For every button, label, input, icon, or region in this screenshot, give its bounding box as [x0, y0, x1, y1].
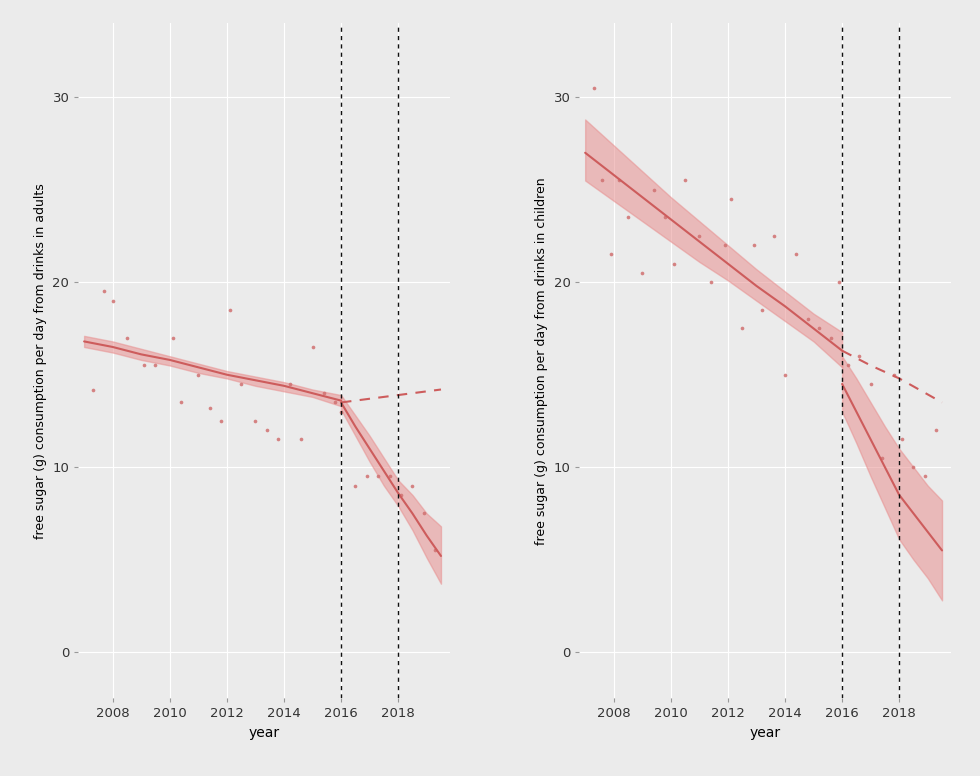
Point	[221, 303, 237, 316]
Point	[259, 424, 274, 436]
Point	[136, 359, 152, 372]
Point	[393, 489, 409, 501]
Point	[734, 322, 750, 334]
Point	[120, 331, 135, 344]
Point	[96, 286, 112, 298]
Point	[677, 175, 693, 187]
Point	[852, 350, 867, 362]
Point	[746, 239, 761, 251]
Point	[755, 303, 770, 316]
Point	[595, 175, 611, 187]
Point	[359, 470, 374, 483]
Point	[348, 480, 364, 492]
Point	[917, 470, 933, 483]
Point	[165, 331, 180, 344]
Point	[874, 452, 890, 464]
Point	[416, 508, 432, 520]
Point	[214, 414, 229, 427]
Point	[282, 378, 298, 390]
Point	[831, 276, 847, 289]
Point	[202, 402, 218, 414]
Point	[190, 369, 206, 381]
Point	[427, 544, 443, 556]
Point	[85, 383, 101, 396]
Point	[692, 230, 708, 242]
Point	[840, 359, 856, 372]
Point	[382, 470, 398, 483]
Point	[723, 192, 739, 205]
Point	[800, 313, 815, 325]
Point	[620, 211, 636, 223]
Point	[233, 378, 249, 390]
Point	[765, 230, 781, 242]
Point	[928, 424, 944, 436]
Point	[293, 433, 309, 445]
Point	[811, 322, 827, 334]
X-axis label: year: year	[750, 726, 781, 740]
Point	[789, 248, 805, 261]
Point	[703, 276, 718, 289]
Point	[405, 480, 420, 492]
Y-axis label: free sugar (g) consumption per day from drinks in adults: free sugar (g) consumption per day from …	[34, 183, 47, 539]
X-axis label: year: year	[248, 726, 279, 740]
Point	[333, 406, 349, 418]
Point	[327, 397, 343, 409]
Point	[894, 433, 909, 445]
Point	[646, 184, 662, 196]
Point	[603, 248, 618, 261]
Point	[317, 387, 332, 400]
Point	[823, 331, 839, 344]
Point	[862, 378, 878, 390]
Point	[665, 258, 681, 270]
Point	[173, 397, 189, 409]
Point	[777, 369, 793, 381]
Point	[305, 341, 320, 353]
Point	[270, 433, 286, 445]
Point	[586, 81, 602, 94]
Point	[906, 461, 921, 473]
Point	[717, 239, 733, 251]
Point	[886, 369, 902, 381]
Point	[370, 470, 386, 483]
Point	[634, 267, 650, 279]
Point	[248, 414, 264, 427]
Point	[148, 359, 164, 372]
Point	[105, 295, 121, 307]
Y-axis label: free sugar (g) consumption per day from drinks in children: free sugar (g) consumption per day from …	[535, 177, 548, 545]
Point	[658, 211, 673, 223]
Point	[612, 175, 627, 187]
